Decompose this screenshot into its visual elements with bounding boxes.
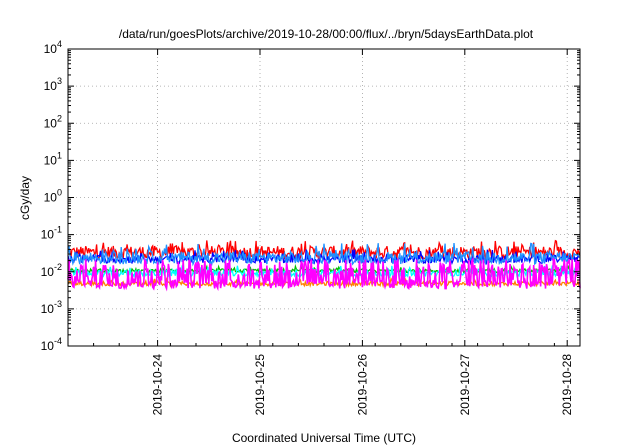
x-axis-title: Coordinated Universal Time (UTC) (232, 431, 416, 445)
y-tick-label: 101 (44, 150, 62, 167)
x-tick-label: 2019-10-27 (458, 354, 472, 416)
y-tick-labels: 104 103 102 101 100 10-1 10-2 10-3 10-4 (41, 39, 62, 353)
x-tick-label: 2019-10-24 (151, 354, 165, 416)
y-tick-label: 10-3 (41, 299, 62, 316)
y-tick-label: 104 (44, 39, 62, 56)
chart-title: /data/run/goesPlots/archive/2019-10-28/0… (119, 27, 534, 41)
y-axis-title: cGy/day (18, 176, 32, 220)
y-tick-label: 10-1 (41, 225, 62, 242)
y-tick-label: 100 (44, 188, 62, 205)
x-tick-label: 2019-10-25 (253, 354, 267, 416)
y-tick-label: 10-4 (41, 336, 62, 353)
series-line (67, 242, 581, 267)
grid (68, 49, 580, 346)
y-tick-label: 102 (44, 113, 62, 130)
x-tick-label: 2019-10-26 (355, 354, 369, 416)
series-line (67, 276, 581, 289)
x-tick-label: 2019-10-28 (560, 354, 574, 416)
ticks (67, 48, 581, 347)
series-line (67, 256, 581, 292)
y-tick-label: 10-2 (41, 262, 62, 279)
series-layer (67, 239, 581, 292)
x-tick-labels: 2019-10-24 2019-10-25 2019-10-26 2019-10-27… (151, 354, 575, 416)
y-tick-label: 103 (44, 76, 62, 93)
